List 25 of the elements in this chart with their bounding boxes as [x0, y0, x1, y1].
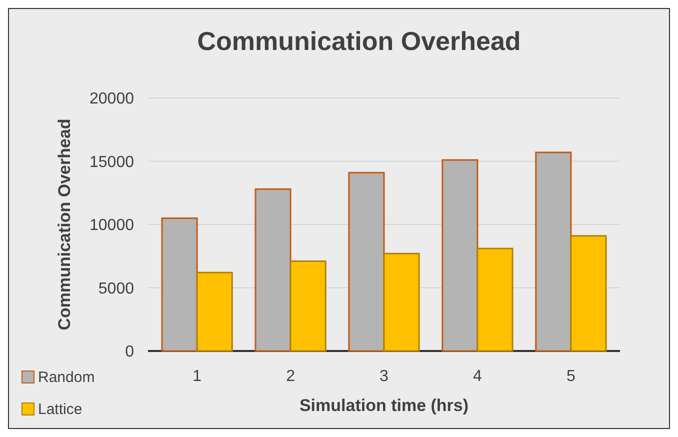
x-axis-title: Simulation time (hrs) [299, 396, 469, 415]
y-tick-label: 5000 [98, 280, 134, 298]
chart-title: Communication Overhead [197, 26, 521, 56]
bar [476, 248, 514, 352]
bar [290, 260, 326, 352]
y-tick-label: 0 [125, 344, 134, 361]
bar [570, 235, 607, 352]
y-tick-label: 15000 [90, 154, 134, 171]
legend-label: Lattice [38, 401, 82, 418]
x-tick-label: 4 [473, 368, 482, 385]
bar [383, 252, 420, 352]
y-tick-label: 10000 [90, 217, 134, 234]
bar [161, 217, 198, 352]
y-tick-label: 20000 [90, 90, 134, 108]
bar [535, 152, 572, 352]
x-tick-label: 5 [566, 368, 576, 385]
x-tick-label: 2 [286, 368, 296, 385]
bar [196, 272, 233, 352]
bar [442, 159, 478, 352]
x-tick-label: 1 [192, 368, 202, 385]
x-tick-label: 3 [380, 368, 389, 385]
legend-label: Random [38, 369, 95, 386]
bar [254, 188, 292, 352]
y-axis-title: Communication Overhead [55, 118, 74, 330]
bar [348, 172, 385, 352]
